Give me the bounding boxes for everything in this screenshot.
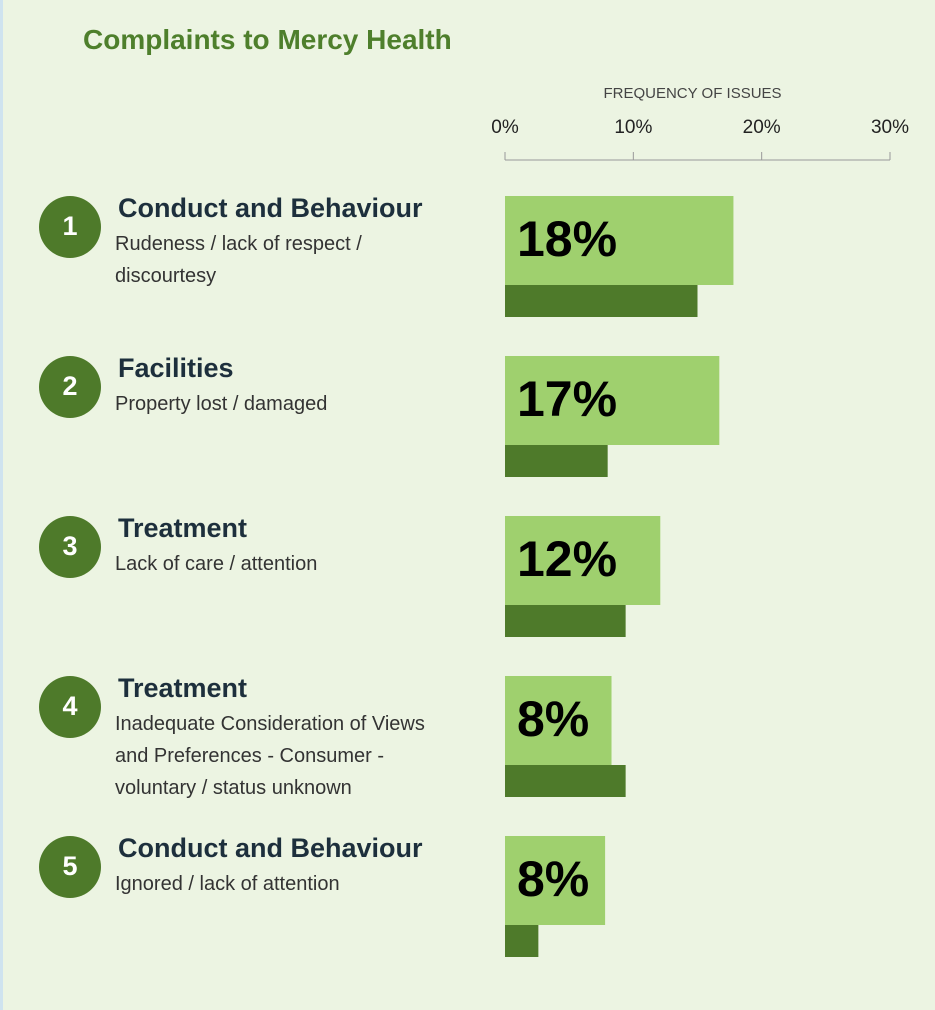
rank-badge [39, 676, 101, 738]
value-label: 18% [517, 211, 617, 267]
rank-number: 5 [62, 851, 77, 881]
category-label: Conduct and Behaviour [118, 193, 423, 223]
rank-badge [39, 356, 101, 418]
bar [505, 605, 626, 637]
bar [505, 516, 661, 605]
bar [505, 836, 606, 925]
rank-badge [39, 516, 101, 578]
rank-number: 1 [62, 211, 77, 241]
rank-number: 3 [62, 531, 77, 561]
value-label: 8% [517, 691, 589, 747]
value-label: 8% [517, 851, 589, 907]
category-label: Conduct and Behaviour [118, 833, 423, 863]
category-label: Facilities [118, 353, 234, 383]
chart: FREQUENCY OF ISSUES 0% 10% 20% 30% 1 18% 2 17% 3 1… [39, 85, 909, 957]
bar [505, 765, 626, 797]
subcategory-label: Rudeness / lack of respect / discourtesy [115, 233, 362, 287]
bar [505, 676, 612, 765]
x-tick-label: 20% [743, 117, 781, 138]
rank-number: 2 [62, 371, 77, 401]
subcategory-label: Ignored / lack of attention [115, 873, 340, 895]
x-tick-label: 10% [614, 117, 652, 138]
x-tick-label: 30% [871, 117, 909, 138]
subcategory-label: Lack of care / attention [115, 553, 318, 575]
category-label: Treatment [118, 513, 248, 543]
x-tick-label: 0% [491, 117, 519, 138]
rank-badge [39, 836, 101, 898]
value-label: 12% [517, 531, 617, 587]
category-label: Treatment [118, 673, 248, 703]
bar [505, 356, 720, 445]
bar [505, 445, 608, 477]
subcategory-label: Property lost / damaged [115, 393, 328, 415]
rank-badge [39, 196, 101, 258]
x-axis-label: FREQUENCY OF ISSUES [603, 85, 781, 102]
chart-title: Complaints to Mercy Health [83, 24, 452, 55]
subcategory-label: Inadequate Consideration of Views and Pr… [115, 713, 425, 799]
bar [505, 925, 539, 957]
rank-number: 4 [62, 691, 77, 721]
bar [505, 196, 734, 285]
value-label: 17% [517, 371, 617, 427]
bar [505, 285, 698, 317]
